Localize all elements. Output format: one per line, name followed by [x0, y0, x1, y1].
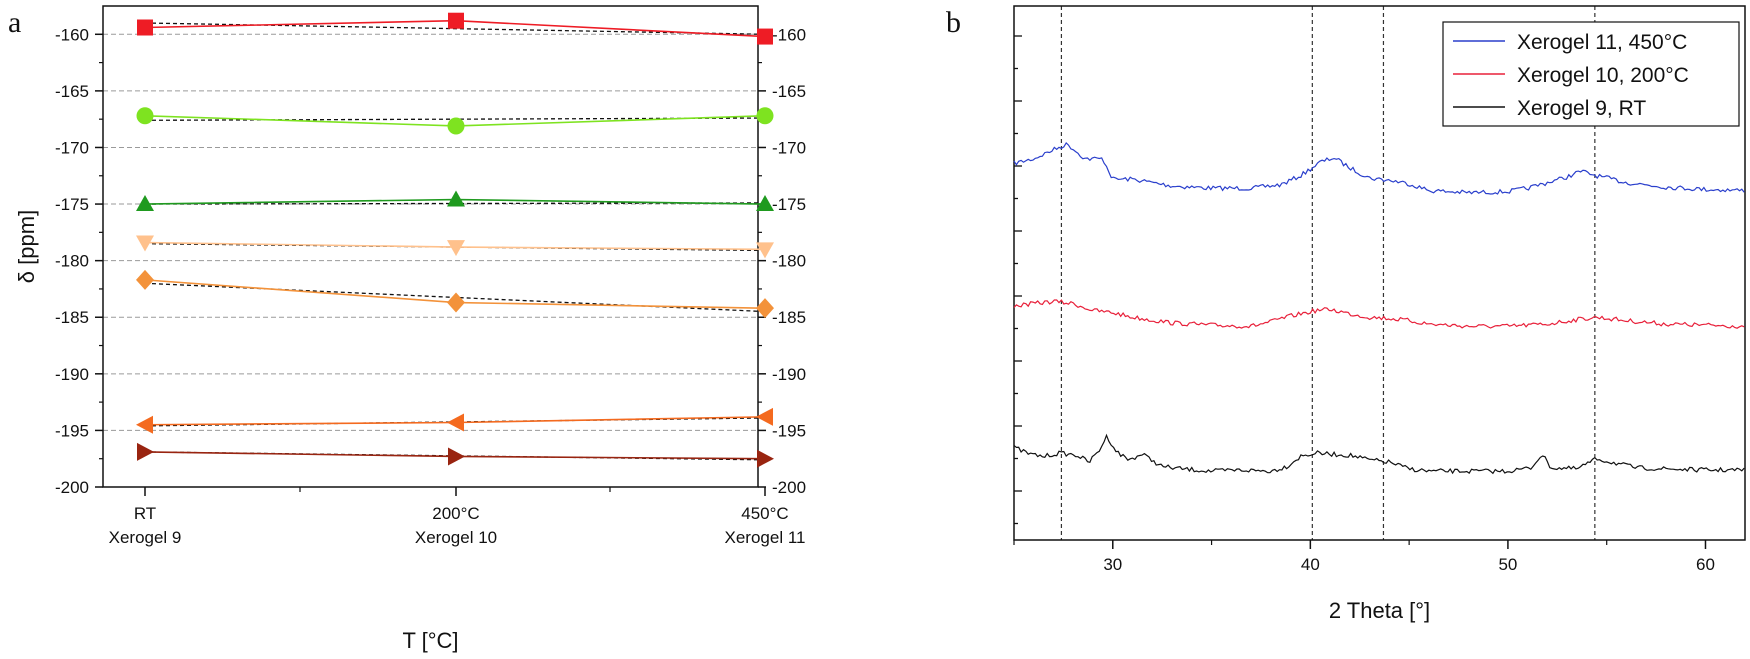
data-point-series-5	[756, 407, 773, 426]
y-tick-label-left: -180	[55, 252, 89, 271]
x-tick-sublabel-a: Xerogel 10	[415, 528, 497, 547]
data-point-series-4	[447, 292, 465, 313]
pattern-line-series-1	[1013, 299, 1745, 329]
data-point-series-3	[756, 242, 774, 259]
data-point-series-1	[136, 107, 154, 125]
x-axis-title-b: 2 Theta [°]	[1329, 598, 1430, 623]
data-point-series-3	[447, 240, 465, 257]
y-tick-label-right: -200	[772, 478, 806, 497]
data-point-series-5	[447, 413, 464, 432]
y-tick-label-left: -190	[55, 365, 89, 384]
x-tick-label-b: 40	[1301, 555, 1320, 574]
x-tick-label-a: 200°C	[432, 504, 479, 523]
data-point-series-0	[448, 12, 464, 29]
data-point-series-2	[136, 195, 154, 212]
x-tick-label-b: 60	[1696, 555, 1715, 574]
pattern-line-series-0	[1013, 141, 1745, 195]
data-point-series-2	[447, 190, 465, 207]
legend-label-2: Xerogel 9, RT	[1517, 97, 1646, 120]
y-tick-label-right: -185	[772, 308, 806, 327]
y-tick-label-left: -175	[55, 195, 89, 214]
data-point-series-6	[137, 442, 154, 461]
y-tick-label-right: -170	[772, 138, 806, 157]
panel-a: a -200 -200 -195 -195 -190 -190 -185 -185 -180 -18…	[8, 5, 806, 653]
x-axis-title-a: T [°C]	[402, 628, 458, 653]
data-point-series-1	[447, 117, 465, 135]
y-tick-label-right: -195	[772, 421, 806, 440]
panel-b: b 30 40 50 60 2 Theta [°] Xerogel 11, 450°C Xer…	[946, 5, 1746, 623]
y-tick-label-left: -160	[55, 25, 89, 44]
axes-frame-a	[102, 5, 759, 488]
y-tick-label-right: -175	[772, 195, 806, 214]
data-point-series-6	[757, 449, 774, 468]
data-point-series-3	[136, 235, 154, 252]
axes-frame-b	[1013, 5, 1746, 541]
legend-label-1: Xerogel 10, 200°C	[1517, 64, 1689, 87]
data-point-series-4	[756, 298, 774, 319]
y-tick-label-left: -200	[55, 478, 89, 497]
pattern-line-series-2	[1013, 433, 1745, 475]
y-tick-label-right: -190	[772, 365, 806, 384]
y-tick-label-right: -180	[772, 252, 806, 271]
x-tick-label-a: RT	[134, 504, 156, 523]
data-point-series-0	[137, 19, 153, 36]
data-point-series-5	[136, 415, 153, 434]
x-tick-sublabel-a: Xerogel 9	[109, 528, 182, 547]
y-tick-label-left: -185	[55, 308, 89, 327]
data-point-series-1	[756, 107, 774, 125]
y-tick-label-right: -160	[772, 25, 806, 44]
data-point-series-2	[756, 195, 774, 212]
x-tick-label-b: 50	[1498, 555, 1517, 574]
y-axis-title-a: δ [ppm]	[14, 210, 39, 283]
panel-label-b: b	[946, 6, 961, 39]
y-tick-label-right: -165	[772, 82, 806, 101]
x-tick-label-a: 450°C	[741, 504, 788, 523]
data-point-series-4	[136, 269, 154, 290]
data-point-series-6	[448, 447, 465, 466]
x-tick-label-b: 30	[1103, 555, 1122, 574]
legend-label-0: Xerogel 11, 450°C	[1517, 31, 1687, 54]
y-tick-label-left: -195	[55, 421, 89, 440]
y-tick-label-left: -165	[55, 82, 89, 101]
x-tick-sublabel-a: Xerogel 11	[725, 528, 806, 547]
data-point-series-0	[757, 28, 773, 45]
y-tick-label-left: -170	[55, 138, 89, 157]
panel-label-a: a	[8, 6, 21, 39]
